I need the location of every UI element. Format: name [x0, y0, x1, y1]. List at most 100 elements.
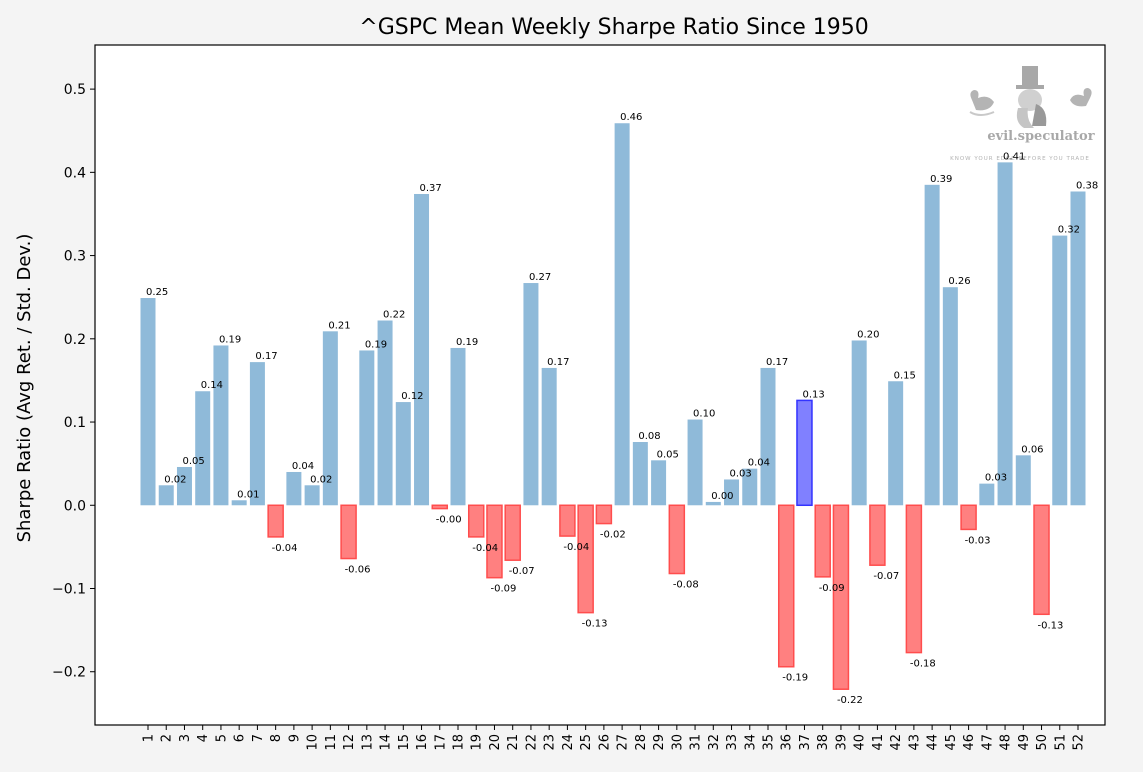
data-label-week-36: -0.19 [782, 673, 808, 684]
x-tick-label-week-52: 52 [1072, 734, 1087, 751]
data-label-week-1: 0.25 [146, 287, 168, 298]
bar-week-29 [651, 460, 667, 506]
bar-week-36 [777, 504, 795, 668]
x-tick-label-week-31: 31 [689, 734, 704, 751]
bar-week-12 [340, 504, 357, 560]
data-label-week-17: -0.00 [436, 515, 462, 526]
x-tick-label-week-15: 15 [397, 734, 412, 751]
bar-week-39 [832, 504, 850, 690]
swan-right-icon [1070, 88, 1092, 107]
data-label-week-18: 0.19 [456, 337, 478, 348]
x-tick-label-week-28: 28 [634, 734, 649, 751]
x-tick-label-week-49: 49 [1017, 734, 1032, 751]
data-label-week-2: 0.02 [164, 474, 186, 485]
bar-week-35 [760, 367, 776, 506]
bar-week-51 [1052, 235, 1068, 506]
data-label-week-34: 0.04 [748, 458, 770, 469]
x-tick-label-week-25: 25 [579, 734, 594, 751]
bar-week-8 [267, 504, 284, 538]
bar-week-5 [213, 345, 229, 506]
data-label-week-31: 0.10 [693, 409, 715, 420]
bar-week-2 [158, 485, 174, 506]
data-label-week-37: 0.13 [802, 389, 824, 400]
bar-week-16 [414, 193, 430, 506]
data-label-week-16: 0.37 [420, 183, 442, 194]
bar-week-31 [687, 419, 703, 506]
x-tick-label-week-22: 22 [524, 734, 539, 751]
bar-week-41 [869, 504, 886, 566]
data-label-week-30: -0.08 [673, 580, 699, 591]
swan-left-icon [969, 90, 995, 116]
x-tick-label-week-33: 33 [725, 734, 740, 751]
x-tick-label-week-23: 23 [543, 734, 558, 751]
x-tick-label-week-2: 2 [160, 734, 175, 742]
bar-week-33 [724, 479, 740, 506]
data-label-week-20: -0.09 [490, 584, 516, 595]
bar-week-37 [796, 399, 813, 507]
x-tick-label-week-35: 35 [762, 734, 777, 751]
bar-week-50 [1033, 504, 1050, 616]
x-tick-label-week-50: 50 [1035, 734, 1050, 751]
data-label-week-13: 0.19 [365, 339, 387, 350]
bar-week-14 [377, 320, 393, 506]
x-tick-label-week-20: 20 [488, 734, 503, 751]
data-label-week-26: -0.02 [600, 530, 626, 541]
bar-week-22 [523, 283, 539, 506]
y-tick-label: −0.2 [52, 665, 86, 681]
bar-week-25 [577, 504, 594, 614]
y-tick-label: 0.3 [64, 249, 86, 265]
bar-week-7 [249, 362, 265, 506]
bar-week-28 [632, 442, 648, 506]
y-axis: −0.2 −0.1 0.0 0.1 0.2 0.3 0.4 0.5 [52, 82, 95, 681]
data-label-week-51: 0.32 [1058, 225, 1080, 236]
x-tick-label-week-18: 18 [452, 734, 467, 751]
x-tick-label-week-40: 40 [853, 734, 868, 751]
top-hat-figure-icon [1016, 66, 1047, 128]
data-label-week-42: 0.15 [894, 370, 916, 381]
bar-week-23 [541, 367, 557, 506]
x-tick-label-week-46: 46 [962, 734, 977, 751]
x-tick-label-week-1: 1 [142, 734, 157, 742]
x-tick-label-week-4: 4 [196, 734, 211, 742]
data-label-week-39: -0.22 [837, 695, 863, 706]
data-label-week-44: 0.39 [930, 174, 952, 185]
x-tick-label-week-34: 34 [743, 734, 758, 751]
bar-week-21 [504, 504, 521, 561]
bar-week-6 [231, 500, 247, 506]
bar-week-1 [140, 298, 156, 506]
bar-week-19 [467, 504, 485, 538]
data-label-week-4: 0.14 [201, 380, 223, 391]
data-label-week-32: 0.00 [711, 491, 733, 502]
x-tick-label-week-21: 21 [506, 734, 521, 751]
x-tick-label-week-47: 47 [980, 734, 995, 751]
bar-week-18 [450, 347, 466, 506]
data-label-week-7: 0.17 [255, 351, 277, 362]
data-label-week-3: 0.05 [182, 456, 204, 467]
y-tick-label: −0.1 [52, 582, 86, 598]
chart-title: ^GSPC Mean Weekly Sharpe Ratio Since 195… [359, 15, 868, 40]
x-tick-label-week-42: 42 [889, 734, 904, 751]
x-tick-label-week-10: 10 [306, 734, 321, 751]
plot-frame [94, 44, 1106, 726]
bar-week-43 [905, 504, 923, 654]
bar-week-47 [979, 483, 995, 506]
data-label-week-29: 0.05 [657, 449, 679, 460]
data-label-week-23: 0.17 [547, 357, 569, 368]
x-tick-label-week-26: 26 [597, 734, 612, 751]
x-tick-label-week-11: 11 [324, 734, 339, 751]
data-label-week-28: 0.08 [638, 431, 660, 442]
bar-week-10 [304, 485, 320, 506]
bar-week-42 [888, 381, 904, 506]
x-tick-label-week-12: 12 [342, 734, 357, 751]
data-label-week-45: 0.26 [948, 276, 970, 287]
x-tick-label-week-9: 9 [287, 734, 302, 742]
y-tick-label: 0.0 [64, 498, 86, 514]
data-label-week-47: 0.03 [985, 473, 1007, 484]
bar-week-3 [176, 466, 192, 506]
data-label-week-21: -0.07 [509, 566, 535, 577]
data-label-week-38: -0.09 [819, 583, 845, 594]
x-tick-label-week-14: 14 [379, 734, 394, 751]
x-tick-label-week-8: 8 [269, 734, 284, 742]
bar-week-26 [595, 504, 613, 525]
